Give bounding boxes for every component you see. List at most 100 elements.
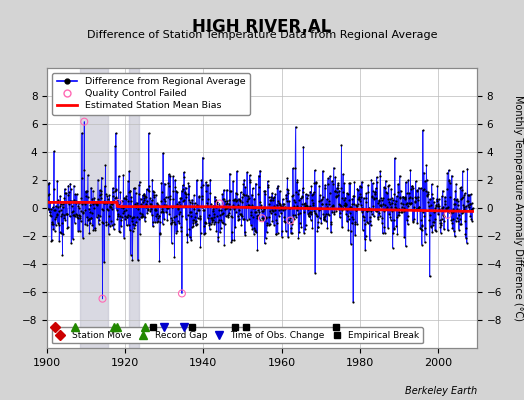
Point	[363, 219, 371, 225]
Point	[116, 213, 124, 220]
Point	[404, 177, 412, 183]
Point	[142, 200, 150, 207]
Point	[128, 257, 137, 264]
Point	[250, 227, 259, 234]
Point	[415, 204, 423, 210]
Point	[190, 192, 198, 199]
Point	[197, 177, 205, 184]
Point	[316, 206, 324, 212]
Point	[214, 238, 222, 244]
Point	[265, 222, 273, 228]
Point	[408, 195, 417, 201]
Point	[340, 202, 348, 208]
Point	[95, 199, 103, 206]
Point	[354, 196, 363, 202]
Point	[155, 213, 163, 219]
Point	[215, 217, 224, 223]
Point	[239, 181, 248, 188]
Point	[293, 191, 302, 198]
Point	[105, 202, 114, 209]
Point	[146, 208, 155, 214]
Point	[319, 194, 327, 200]
Point	[414, 193, 422, 200]
Point	[133, 202, 141, 208]
Point	[307, 210, 315, 217]
Point	[412, 195, 420, 201]
Point	[392, 222, 401, 229]
Point	[315, 182, 323, 189]
Point	[354, 187, 362, 194]
Point	[209, 202, 217, 209]
Point	[140, 195, 149, 202]
Point	[320, 213, 329, 220]
Point	[301, 203, 309, 209]
Point	[74, 203, 83, 209]
Point	[299, 189, 307, 195]
Point	[209, 206, 217, 212]
Point	[72, 200, 81, 207]
Point	[270, 194, 279, 200]
Point	[465, 192, 473, 198]
Point	[130, 201, 139, 207]
Point	[210, 210, 218, 217]
Point	[403, 221, 412, 228]
Point	[81, 220, 90, 227]
Point	[239, 192, 248, 198]
Point	[429, 209, 438, 216]
Point	[43, 192, 52, 198]
Point	[436, 220, 444, 226]
Point	[159, 220, 167, 227]
Point	[64, 192, 72, 198]
Point	[140, 190, 148, 197]
Point	[187, 209, 195, 215]
Point	[307, 216, 315, 223]
Point	[267, 194, 275, 200]
Point	[84, 172, 92, 178]
Point	[335, 188, 344, 194]
Point	[99, 199, 107, 206]
Point	[117, 217, 126, 223]
Point	[179, 197, 188, 203]
Point	[263, 222, 271, 228]
Point	[388, 208, 396, 214]
Point	[56, 201, 64, 207]
Point	[242, 204, 250, 210]
Point	[468, 205, 477, 211]
Point	[178, 188, 186, 194]
Point	[259, 217, 267, 223]
Point	[314, 224, 322, 230]
Point	[196, 215, 204, 222]
Point	[353, 202, 361, 209]
Point	[310, 179, 319, 186]
Point	[242, 203, 250, 209]
Point	[287, 219, 295, 225]
Point	[336, 202, 345, 209]
Point	[370, 189, 379, 195]
Point	[69, 236, 77, 242]
Point	[164, 179, 172, 186]
Point	[269, 203, 278, 210]
Point	[421, 239, 429, 246]
Point	[167, 240, 176, 246]
Point	[288, 220, 296, 227]
Point	[413, 187, 421, 194]
Point	[293, 207, 301, 213]
Point	[278, 228, 287, 234]
Point	[108, 200, 116, 207]
Point	[225, 197, 234, 203]
Point	[420, 213, 429, 219]
Point	[216, 212, 224, 218]
Point	[126, 213, 134, 219]
Point	[100, 259, 108, 266]
Point	[335, 200, 343, 207]
Point	[386, 214, 395, 220]
Point	[206, 190, 214, 196]
Point	[403, 213, 412, 219]
Point	[347, 241, 355, 247]
Point	[389, 230, 397, 236]
Point	[157, 180, 166, 186]
Point	[374, 216, 382, 222]
Point	[383, 204, 391, 210]
Point	[308, 197, 316, 203]
Point	[175, 220, 183, 227]
